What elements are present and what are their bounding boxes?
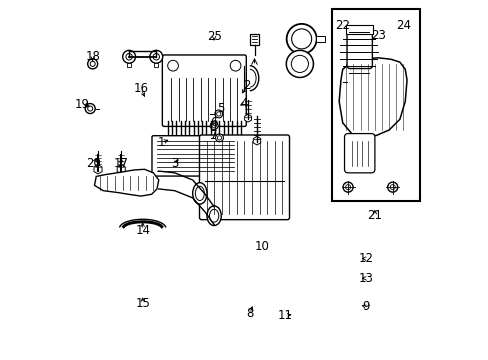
Text: 13: 13: [358, 272, 373, 285]
Text: 20: 20: [86, 157, 101, 170]
Ellipse shape: [206, 206, 221, 226]
Circle shape: [90, 62, 95, 66]
Text: 24: 24: [395, 19, 410, 32]
Ellipse shape: [195, 186, 204, 201]
FancyBboxPatch shape: [338, 83, 377, 134]
FancyBboxPatch shape: [199, 135, 289, 220]
Text: 15: 15: [135, 297, 150, 310]
Circle shape: [285, 50, 313, 77]
Text: 3: 3: [171, 157, 178, 170]
Text: 2: 2: [243, 79, 251, 92]
Text: 5: 5: [217, 102, 224, 115]
Bar: [154, 63, 158, 67]
Text: 25: 25: [206, 30, 221, 43]
Circle shape: [153, 54, 159, 60]
Ellipse shape: [192, 183, 206, 204]
Circle shape: [85, 104, 95, 113]
Bar: [127, 63, 131, 67]
Text: 12: 12: [358, 252, 373, 265]
Ellipse shape: [348, 120, 366, 127]
Text: 8: 8: [245, 307, 253, 320]
Bar: [250, 33, 258, 45]
Circle shape: [217, 136, 221, 140]
Text: 22: 22: [335, 19, 349, 32]
FancyBboxPatch shape: [152, 136, 238, 176]
Text: 1: 1: [158, 136, 165, 149]
Circle shape: [230, 60, 241, 71]
Circle shape: [346, 79, 352, 84]
Circle shape: [167, 60, 178, 71]
Circle shape: [122, 50, 135, 63]
Bar: [331, 9, 419, 202]
Text: 4: 4: [240, 97, 248, 110]
Circle shape: [387, 182, 397, 192]
Circle shape: [210, 122, 218, 130]
Circle shape: [212, 123, 216, 128]
Text: 6: 6: [210, 116, 218, 129]
Circle shape: [291, 55, 308, 72]
Bar: [315, 36, 324, 42]
Circle shape: [87, 106, 93, 111]
Circle shape: [286, 24, 316, 54]
Circle shape: [215, 134, 223, 142]
Bar: [346, 24, 372, 33]
Polygon shape: [94, 169, 159, 196]
Text: 14: 14: [135, 224, 150, 237]
Circle shape: [149, 50, 163, 63]
Circle shape: [291, 29, 311, 49]
Text: 11: 11: [278, 309, 292, 322]
Circle shape: [216, 112, 221, 116]
Circle shape: [389, 185, 394, 190]
Circle shape: [345, 185, 350, 190]
Text: 16: 16: [133, 82, 148, 95]
Text: 23: 23: [370, 29, 385, 42]
Ellipse shape: [209, 209, 218, 222]
Circle shape: [343, 182, 352, 192]
Ellipse shape: [337, 28, 380, 76]
Text: 9: 9: [362, 300, 369, 313]
Text: 21: 21: [366, 209, 382, 222]
FancyBboxPatch shape: [344, 134, 374, 173]
Circle shape: [344, 77, 354, 87]
Text: 7: 7: [210, 129, 218, 142]
Ellipse shape: [348, 90, 366, 98]
Text: 17: 17: [114, 157, 128, 170]
Text: 10: 10: [254, 240, 268, 253]
Polygon shape: [339, 58, 406, 137]
FancyBboxPatch shape: [162, 55, 246, 126]
Text: 18: 18: [85, 50, 100, 63]
Circle shape: [214, 110, 222, 118]
Text: 19: 19: [74, 99, 89, 112]
Circle shape: [125, 54, 132, 60]
FancyBboxPatch shape: [346, 27, 372, 68]
Circle shape: [87, 59, 98, 69]
Bar: [353, 76, 362, 88]
